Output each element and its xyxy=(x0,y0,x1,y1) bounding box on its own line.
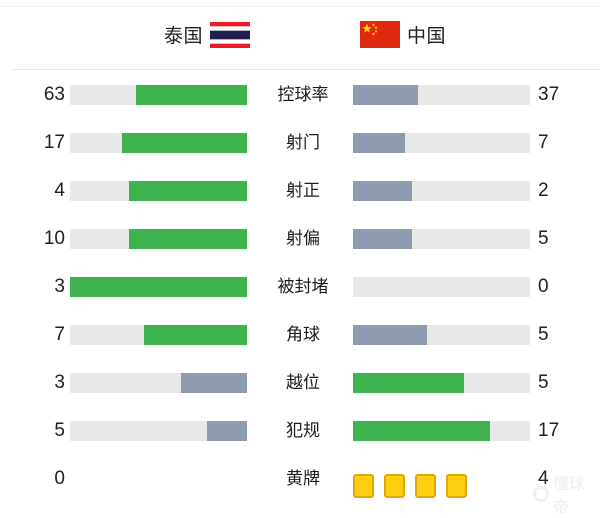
home-value: 17 xyxy=(43,132,65,153)
away-team-header: 中国 xyxy=(360,0,446,69)
stat-label: 射偏 xyxy=(286,229,320,248)
home-bar-fill xyxy=(143,325,247,345)
thailand-flag-icon xyxy=(210,21,250,48)
away-bar xyxy=(353,373,530,393)
away-bar-fill xyxy=(353,85,419,105)
away-bar xyxy=(353,229,530,249)
stats-rows: 63 控球率 37 17 射门 7 4 射正 2 10 xyxy=(0,71,600,503)
home-bar xyxy=(70,133,247,153)
home-bar xyxy=(70,421,247,441)
home-team-name: 泰国 xyxy=(163,26,203,47)
away-value: 0 xyxy=(538,276,549,297)
away-bar xyxy=(353,133,530,153)
stat-label: 犯规 xyxy=(286,421,320,440)
stat-row: 5 犯规 17 xyxy=(0,407,600,455)
away-cards xyxy=(353,474,467,498)
home-bar-fill xyxy=(206,421,247,441)
home-value: 63 xyxy=(43,84,65,105)
away-bar xyxy=(353,85,530,105)
away-value: 2 xyxy=(538,180,549,201)
home-value: 5 xyxy=(54,420,65,441)
yellow-card-icon xyxy=(353,474,374,498)
away-value: 37 xyxy=(538,84,560,105)
home-bar-fill xyxy=(128,229,247,249)
home-value: 3 xyxy=(54,276,65,297)
home-bar xyxy=(70,373,247,393)
away-bar-fill xyxy=(353,229,412,249)
match-header: 泰国 中国 xyxy=(0,0,600,69)
away-bar-fill xyxy=(353,133,405,153)
home-value: 3 xyxy=(54,372,65,393)
stat-label: 角球 xyxy=(286,325,320,344)
stat-row: 7 角球 5 xyxy=(0,311,600,359)
away-value: 17 xyxy=(538,420,560,441)
header-divider xyxy=(12,69,600,70)
home-value: 10 xyxy=(43,228,65,249)
stat-label: 被封堵 xyxy=(277,277,329,296)
home-bar-fill xyxy=(135,85,247,105)
home-team-header: 泰国 xyxy=(0,0,250,69)
stat-row: 10 射偏 5 xyxy=(0,215,600,263)
home-bar xyxy=(70,85,247,105)
stat-row: 63 控球率 37 xyxy=(0,71,600,119)
away-value: 4 xyxy=(538,468,549,489)
home-bar-fill xyxy=(180,373,247,393)
away-value: 5 xyxy=(538,372,549,393)
away-value: 7 xyxy=(538,132,549,153)
yellow-card-icon xyxy=(415,474,436,498)
home-value: 7 xyxy=(54,324,65,345)
stat-label: 射门 xyxy=(286,133,320,152)
away-bar-fill xyxy=(353,421,490,441)
stat-label: 黄牌 xyxy=(286,469,320,488)
home-bar-fill xyxy=(121,133,247,153)
home-value: 4 xyxy=(54,180,65,201)
stat-row: 3 被封堵 0 xyxy=(0,263,600,311)
stat-label: 越位 xyxy=(286,373,320,392)
away-bar xyxy=(353,421,530,441)
home-bar-fill xyxy=(70,277,247,297)
away-bar-fill xyxy=(353,373,464,393)
away-team-name: 中国 xyxy=(407,26,447,47)
away-bar xyxy=(353,277,530,297)
away-bar xyxy=(353,325,530,345)
stat-label: 控球率 xyxy=(277,85,329,104)
china-flag-icon xyxy=(360,21,400,48)
away-value: 5 xyxy=(538,324,549,345)
home-bar xyxy=(70,229,247,249)
away-bar xyxy=(353,181,530,201)
stat-row: 17 射门 7 xyxy=(0,119,600,167)
stat-row: 4 射正 2 xyxy=(0,167,600,215)
home-bar xyxy=(70,181,247,201)
home-bar xyxy=(70,277,247,297)
away-bar-fill xyxy=(353,325,427,345)
yellow-card-icon xyxy=(384,474,405,498)
home-value: 0 xyxy=(54,468,65,489)
away-value: 5 xyxy=(538,228,549,249)
stat-row: 0 黄牌 4 xyxy=(0,455,600,503)
home-bar xyxy=(70,325,247,345)
home-bar-fill xyxy=(128,181,247,201)
stat-label: 射正 xyxy=(286,181,320,200)
away-bar-fill xyxy=(353,181,412,201)
stat-row: 3 越位 5 xyxy=(0,359,600,407)
top-hairline xyxy=(0,6,600,7)
yellow-card-icon xyxy=(446,474,467,498)
